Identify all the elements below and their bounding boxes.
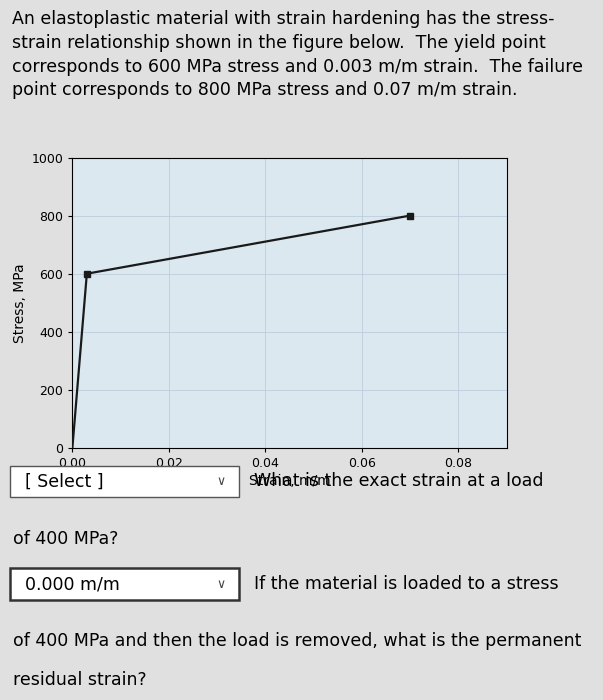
Text: ∨: ∨ [216, 578, 226, 591]
FancyBboxPatch shape [10, 466, 239, 497]
Text: What is the exact strain at a load: What is the exact strain at a load [254, 473, 544, 491]
Text: of 400 MPa?: of 400 MPa? [13, 530, 119, 547]
Y-axis label: Stress, MPa: Stress, MPa [13, 263, 27, 342]
Text: 0.000 m/m: 0.000 m/m [25, 575, 120, 593]
Text: If the material is loaded to a stress: If the material is loaded to a stress [254, 575, 559, 593]
Text: [ Select ]: [ Select ] [25, 473, 104, 491]
Text: residual strain?: residual strain? [13, 671, 147, 689]
FancyBboxPatch shape [10, 568, 239, 600]
X-axis label: Strain, m/m: Strain, m/m [248, 474, 330, 488]
Text: of 400 MPa and then the load is removed, what is the permanent: of 400 MPa and then the load is removed,… [13, 632, 582, 650]
Text: An elastoplastic material with strain hardening has the stress-
strain relations: An elastoplastic material with strain ha… [12, 10, 583, 99]
Text: ∨: ∨ [216, 475, 226, 488]
